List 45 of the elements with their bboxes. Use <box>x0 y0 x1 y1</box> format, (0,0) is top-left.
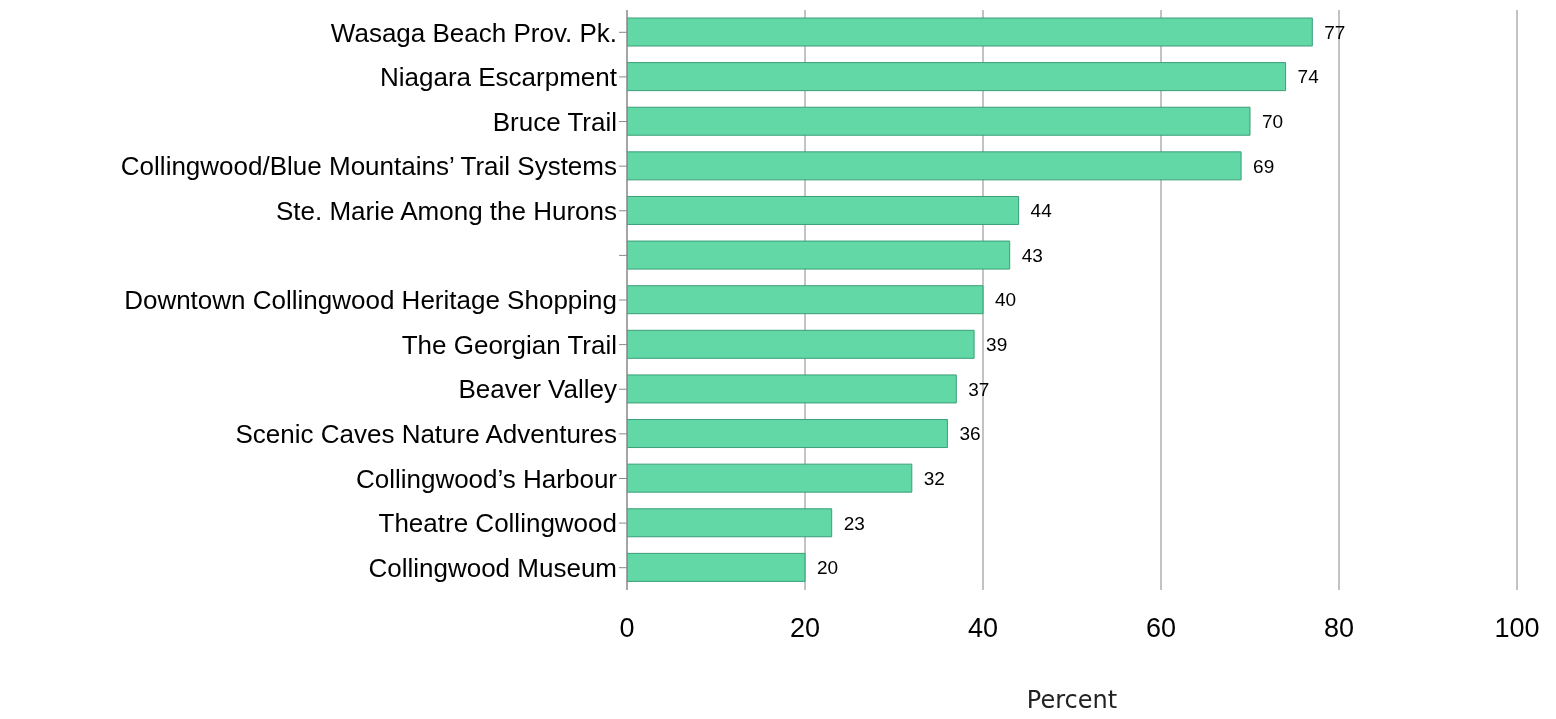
data-label: 39 <box>986 334 1008 356</box>
data-label: 40 <box>995 289 1017 311</box>
y-tick-label: Ste. Marie Among the Hurons <box>275 196 617 226</box>
bar <box>627 419 948 449</box>
data-label: 74 <box>1297 66 1320 88</box>
data-label: 32 <box>923 467 945 489</box>
bar <box>627 374 957 404</box>
y-tick-label: Wasaga Beach Prov. Pk. <box>330 17 617 48</box>
data-label: 44 <box>1030 200 1053 222</box>
x-tick-label: 40 <box>967 613 999 644</box>
y-tick-label: The Georgian Trail <box>401 329 617 360</box>
y-tick-label: Downtown Collingwood Heritage Shopping <box>124 285 617 316</box>
bar <box>627 195 1020 225</box>
data-label: 20 <box>817 557 839 579</box>
x-tick-label: 60 <box>1145 613 1177 644</box>
bar <box>627 285 984 315</box>
bar <box>627 106 1251 136</box>
x-tick-label: 20 <box>789 613 821 644</box>
x-axis-title: Percent <box>1026 686 1118 714</box>
x-tick-label: 80 <box>1323 613 1355 644</box>
bar <box>627 151 1242 181</box>
bar <box>627 463 913 493</box>
y-tick-label: Collingwood/Blue Mountains’ Trail Systems <box>120 151 617 182</box>
y-tick-label: Scenic Caves Nature Adventures <box>235 419 617 450</box>
data-label: 36 <box>959 423 981 445</box>
bar <box>627 329 975 359</box>
data-label: 23 <box>843 512 865 534</box>
y-tick-label: Theatre Collingwood <box>378 508 617 539</box>
data-label: 70 <box>1262 110 1284 132</box>
x-tick-label: 0 <box>619 613 635 644</box>
y-tick-label: Collingwood’s Harbour <box>355 463 618 494</box>
bar <box>627 508 833 538</box>
bar <box>627 240 1011 270</box>
y-tick-label: Beaver Valley <box>458 374 617 405</box>
data-label: 43 <box>1021 244 1043 266</box>
data-label: 37 <box>968 378 990 400</box>
data-label: 69 <box>1253 155 1275 177</box>
x-tick-label: 100 <box>1494 613 1540 644</box>
data-label: 77 <box>1324 21 1346 43</box>
bar <box>627 552 806 582</box>
bar <box>627 17 1313 47</box>
y-tick-label: Niagara Escarpment <box>380 62 618 93</box>
bar <box>627 62 1287 92</box>
y-tick-label: Collingwood Museum <box>368 552 617 583</box>
y-tick-label: Bruce Trail <box>492 106 617 137</box>
